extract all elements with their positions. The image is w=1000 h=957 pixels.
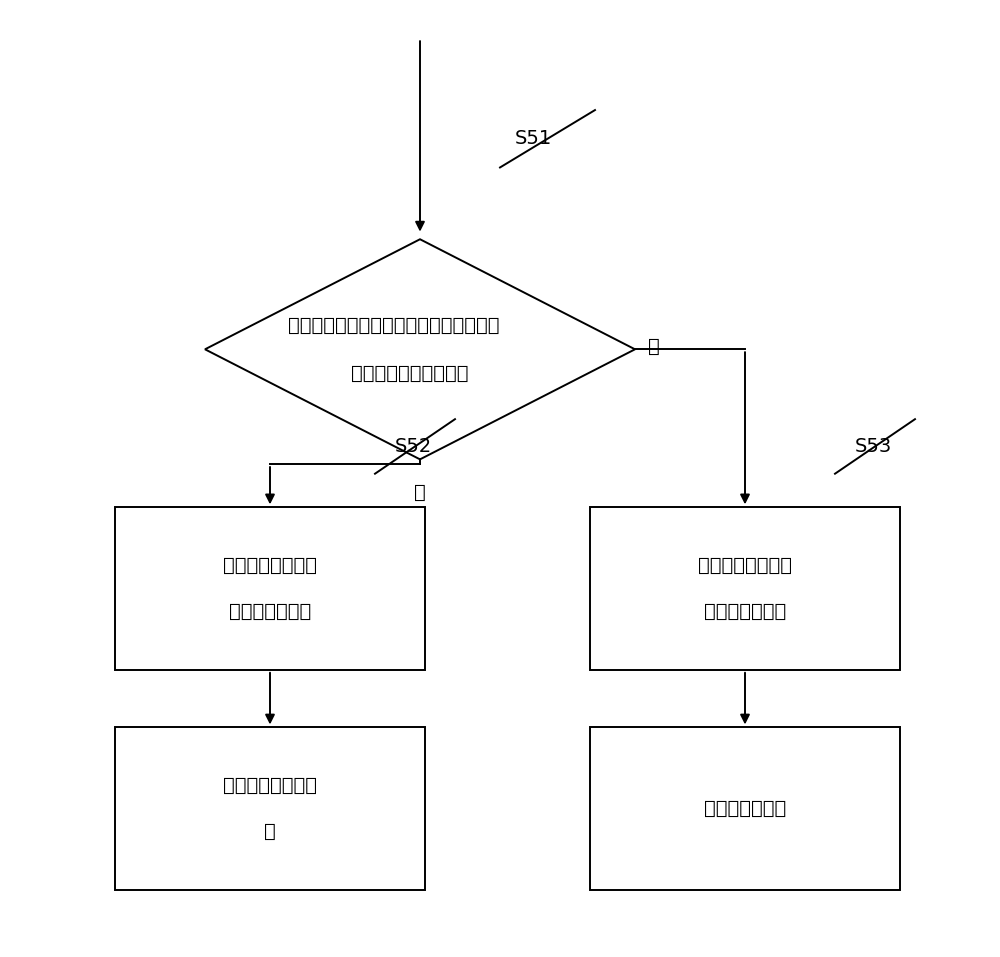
- Text: 起重机电机定子异: 起重机电机定子异: [223, 556, 317, 575]
- Text: S53: S53: [855, 437, 892, 456]
- Bar: [115, 507, 425, 670]
- Text: 常保护功能无效: 常保护功能无效: [229, 602, 311, 621]
- Text: 常保护功能有效: 常保护功能有效: [704, 602, 786, 621]
- Text: 否: 否: [648, 337, 660, 356]
- Text: 因: 因: [264, 822, 276, 841]
- Text: S51: S51: [515, 129, 552, 148]
- Text: 起重机定子异常失电时，制动器接触器控: 起重机定子异常失电时，制动器接触器控: [288, 316, 500, 335]
- Polygon shape: [205, 239, 635, 459]
- Bar: [115, 727, 425, 890]
- Bar: [590, 727, 900, 890]
- Text: 显示和记录故障原: 显示和记录故障原: [223, 776, 317, 795]
- Text: 制回路是否有电流经过: 制回路是否有电流经过: [351, 364, 468, 383]
- Text: 显示和记录结果: 显示和记录结果: [704, 799, 786, 818]
- Text: 是: 是: [414, 483, 426, 502]
- Text: 起重机电机定子异: 起重机电机定子异: [698, 556, 792, 575]
- Bar: [590, 507, 900, 670]
- Text: S52: S52: [395, 437, 432, 456]
